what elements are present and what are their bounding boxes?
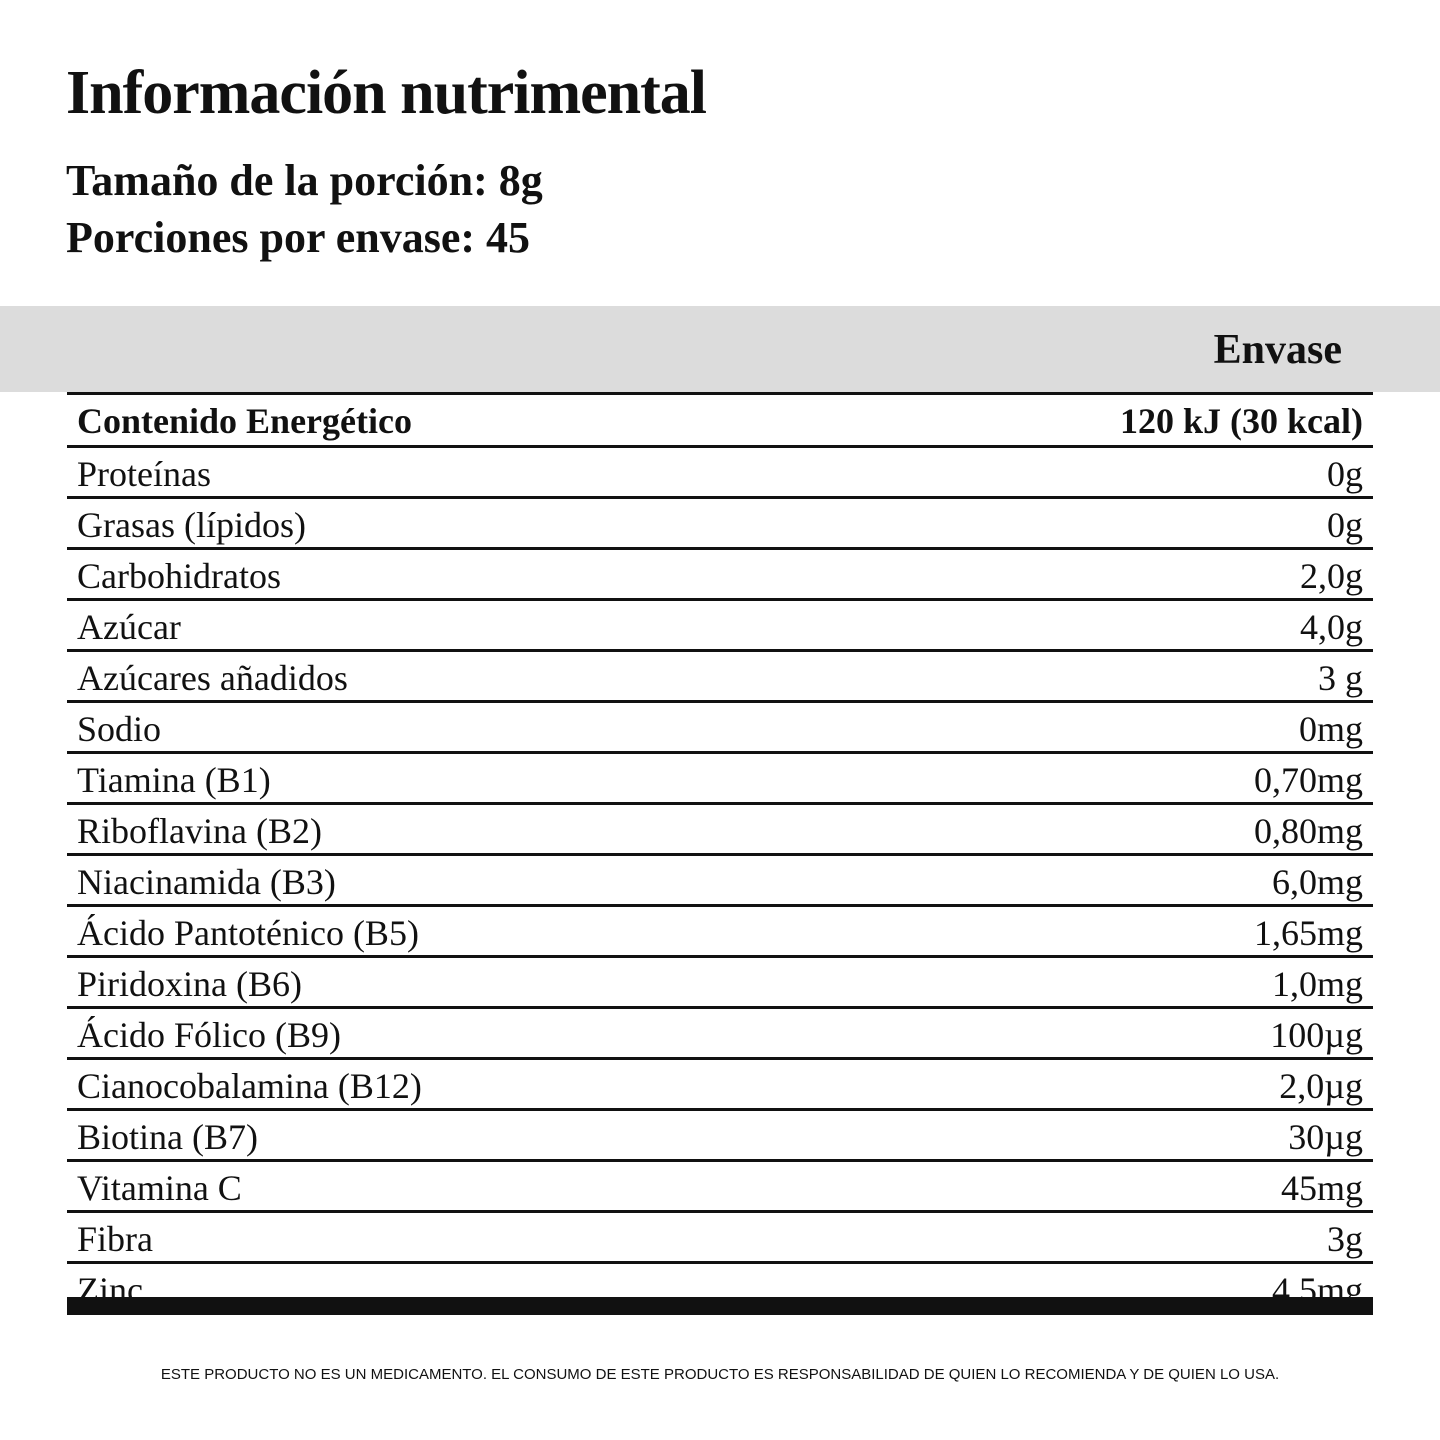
nutrient-amount: 2,0g <box>1300 556 1363 596</box>
nutrient-amount: 4,0g <box>1300 607 1363 647</box>
table-row: Piridoxina (B6) 1,0mg <box>67 958 1373 1009</box>
header-band: Envase <box>0 306 1440 392</box>
nutrient-amount: 3g <box>1327 1219 1363 1259</box>
nutrient-name: Proteínas <box>77 454 211 494</box>
nutrient-amount: 1,0mg <box>1271 964 1363 1004</box>
nutrient-name: Riboflavina (B2) <box>77 811 322 851</box>
table-row: Fibra 3g <box>67 1213 1373 1264</box>
table-row: Tiamina (B1) 0,70mg <box>67 754 1373 805</box>
nutrient-amount: 0,80mg <box>1253 811 1363 851</box>
nutrient-name: Carbohidratos <box>77 556 281 596</box>
table-row: Ácido Fólico (B9) 100µg <box>67 1009 1373 1060</box>
table-end-bar <box>67 1297 1373 1315</box>
table-row: Azúcar 4,0g <box>67 601 1373 652</box>
table-row: Riboflavina (B2) 0,80mg <box>67 805 1373 856</box>
table-row: Ácido Pantoténico (B5) 1,65mg <box>67 907 1373 958</box>
nutrition-table: Contenido Energético 120 kJ (30 kcal) Prot… <box>67 392 1373 1315</box>
serving-size: Tamaño de la porción: 8g <box>66 156 543 205</box>
table-row: Niacinamida (B3) 6,0mg <box>67 856 1373 907</box>
nutrient-amount: 0,70mg <box>1253 760 1363 800</box>
table-row: Proteínas 0g <box>67 448 1373 499</box>
nutrient-name: Azúcar <box>77 607 181 647</box>
nutrient-name: Sodio <box>77 709 162 749</box>
nutrient-amount: 1,65mg <box>1253 913 1363 953</box>
nutrient-amount: 0g <box>1327 505 1363 545</box>
nutrient-name: Ácido Fólico (B9) <box>77 1015 341 1055</box>
disclaimer: ESTE PRODUCTO NO ES UN MEDICAMENTO. EL C… <box>160 1366 1280 1383</box>
nutrient-name: Grasas (lípidos) <box>77 505 306 545</box>
nutrient-name: Vitamina C <box>77 1168 242 1208</box>
table-row: Azúcares añadidos 3 g <box>67 652 1373 703</box>
nutrient-amount: 0g <box>1327 454 1363 494</box>
servings: Porciones por envase: 45 <box>66 213 530 262</box>
nutrient-amount: 0mg <box>1298 709 1363 749</box>
nutrient-amount: 45mg <box>1280 1168 1363 1208</box>
nutrient-amount: 3 g <box>1318 658 1363 698</box>
nutrient-amount: 100µg <box>1270 1015 1363 1055</box>
nutrient-name: Cianocobalamina (B12) <box>77 1066 422 1106</box>
nutrient-amount: 30µg <box>1288 1117 1363 1157</box>
nutrient-name: Contenido Energético <box>77 401 412 441</box>
nutrient-name: Biotina (B7) <box>77 1117 258 1157</box>
nutrient-amount: 2,0µg <box>1279 1066 1363 1106</box>
table-row: Carbohidratos 2,0g <box>67 550 1373 601</box>
table-row: Cianocobalamina (B12) 2,0µg <box>67 1060 1373 1111</box>
nutrient-name: Azúcares añadidos <box>77 658 348 698</box>
column-header: Envase <box>1213 327 1342 373</box>
nutrient-name: Piridoxina (B6) <box>77 964 302 1004</box>
title: Información nutrimental <box>66 59 707 127</box>
nutrient-name: Tiamina (B1) <box>77 760 271 800</box>
table-row: Biotina (B7) 30µg <box>67 1111 1373 1162</box>
table-row: Contenido Energético 120 kJ (30 kcal) <box>67 395 1373 448</box>
table-row: Vitamina C 45mg <box>67 1162 1373 1213</box>
nutrient-name: Fibra <box>77 1219 153 1259</box>
nutrient-name: Ácido Pantoténico (B5) <box>77 913 419 953</box>
nutrient-amount: 6,0mg <box>1271 862 1363 902</box>
nutrient-name: Niacinamida (B3) <box>77 862 336 902</box>
table-row: Grasas (lípidos) 0g <box>67 499 1373 550</box>
table-row: Sodio 0mg <box>67 703 1373 754</box>
nutrient-amount: 120 kJ (30 kcal) <box>1120 401 1363 441</box>
